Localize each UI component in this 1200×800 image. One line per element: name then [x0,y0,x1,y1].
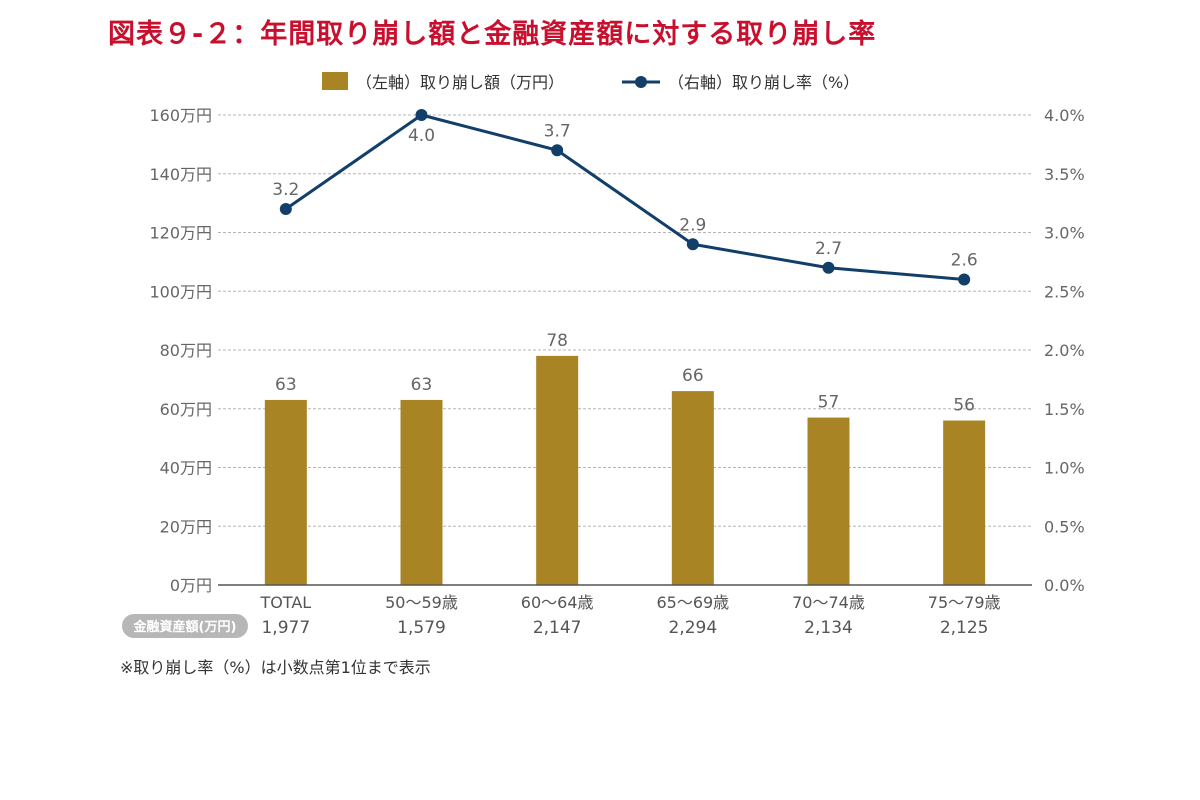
left-tick-label: 60万円 [160,400,212,419]
line-value-label: 2.9 [679,215,706,235]
rate-line [284,113,965,281]
line-value-label: 4.0 [408,126,435,146]
assets-value: 1,977 [261,618,310,638]
assets-value: 2,134 [804,618,853,638]
bar-series: 63 63 78 66 57 56 [264,331,986,585]
bar-value-label: 63 [411,375,433,395]
line-value-label: 3.7 [544,121,571,141]
assets-row: 1,977 1,579 2,147 2,294 2,134 2,125 金融資産額(万円) [122,614,989,638]
x-tick-label: 50〜59歳 [385,593,458,612]
x-tick-label: 70〜74歳 [792,593,865,612]
legend-bar-swatch [322,72,348,90]
right-tick-label: 2.0% [1044,341,1085,360]
left-tick-label: 100万円 [149,282,212,301]
line-point [686,238,699,251]
line-point [822,261,835,274]
assets-badge [122,614,248,638]
x-tick-label: 60〜64歳 [521,593,594,612]
legend: （左軸）取り崩し額（万円） （右軸）取り崩し率（%） [322,72,859,92]
legend-line-marker [635,76,647,88]
line-value-label: 2.6 [951,251,978,271]
left-tick-label: 140万円 [149,165,212,184]
bar [536,355,579,585]
line-point [551,144,564,157]
assets-value: 2,147 [533,618,582,638]
x-tick-label: TOTAL [259,593,311,612]
left-tick-label: 160万円 [149,106,212,125]
left-tick-label: 40万円 [160,459,212,478]
line-point [958,273,971,286]
line-value-label: 2.7 [815,239,842,259]
assets-value: 2,125 [940,618,989,638]
assets-value: 1,579 [397,618,446,638]
bar [264,399,307,585]
bar [807,417,850,585]
legend-line-label: （右軸）取り崩し率（%） [668,73,859,92]
line-series: 3.2 4.0 3.7 2.9 2.7 2.6 [272,109,978,286]
bar-value-label: 57 [818,393,840,413]
chart-title: 図表９-２：年間取り崩し額と金融資産額に対する取り崩し率 [108,19,877,50]
legend-bar-label: （左軸）取り崩し額（万円） [356,73,564,92]
right-tick-label: 0.0% [1044,576,1085,595]
bar-value-label: 63 [275,375,297,395]
left-tick-label: 20万円 [160,517,212,536]
bar [943,420,986,585]
left-tick-label: 80万円 [160,341,212,360]
right-tick-label: 2.5% [1044,282,1085,301]
left-tick-label: 0万円 [170,576,212,595]
bar [400,399,443,585]
bar-value-label: 78 [546,331,568,351]
assets-value: 2,294 [668,618,717,638]
right-tick-label: 3.0% [1044,224,1085,243]
right-tick-label: 4.0% [1044,106,1085,125]
right-tick-label: 3.5% [1044,165,1085,184]
right-tick-label: 1.0% [1044,459,1085,478]
axes: 0万円 0.0% 20万円 0.5% 40万円 1.0% 60万円 1.5% 80万円 2.0% 1… [149,106,1084,612]
left-tick-label: 120万円 [149,224,212,243]
assets-badge-label: 金融資産額(万円) [133,619,237,635]
right-tick-label: 0.5% [1044,517,1085,536]
bar-value-label: 66 [682,366,704,386]
x-tick-label: 65〜69歳 [656,593,729,612]
bar [671,391,714,585]
line-value-label: 3.2 [272,180,299,200]
right-tick-label: 1.5% [1044,400,1085,419]
line-point [415,109,428,121]
x-tick-label: 75〜79歳 [928,593,1001,612]
line-point [279,203,292,215]
footnote: ※取り崩し率（%）は小数点第1位まで表示 [120,658,431,677]
gridlines [218,114,1032,527]
bar-value-label: 56 [953,396,975,416]
